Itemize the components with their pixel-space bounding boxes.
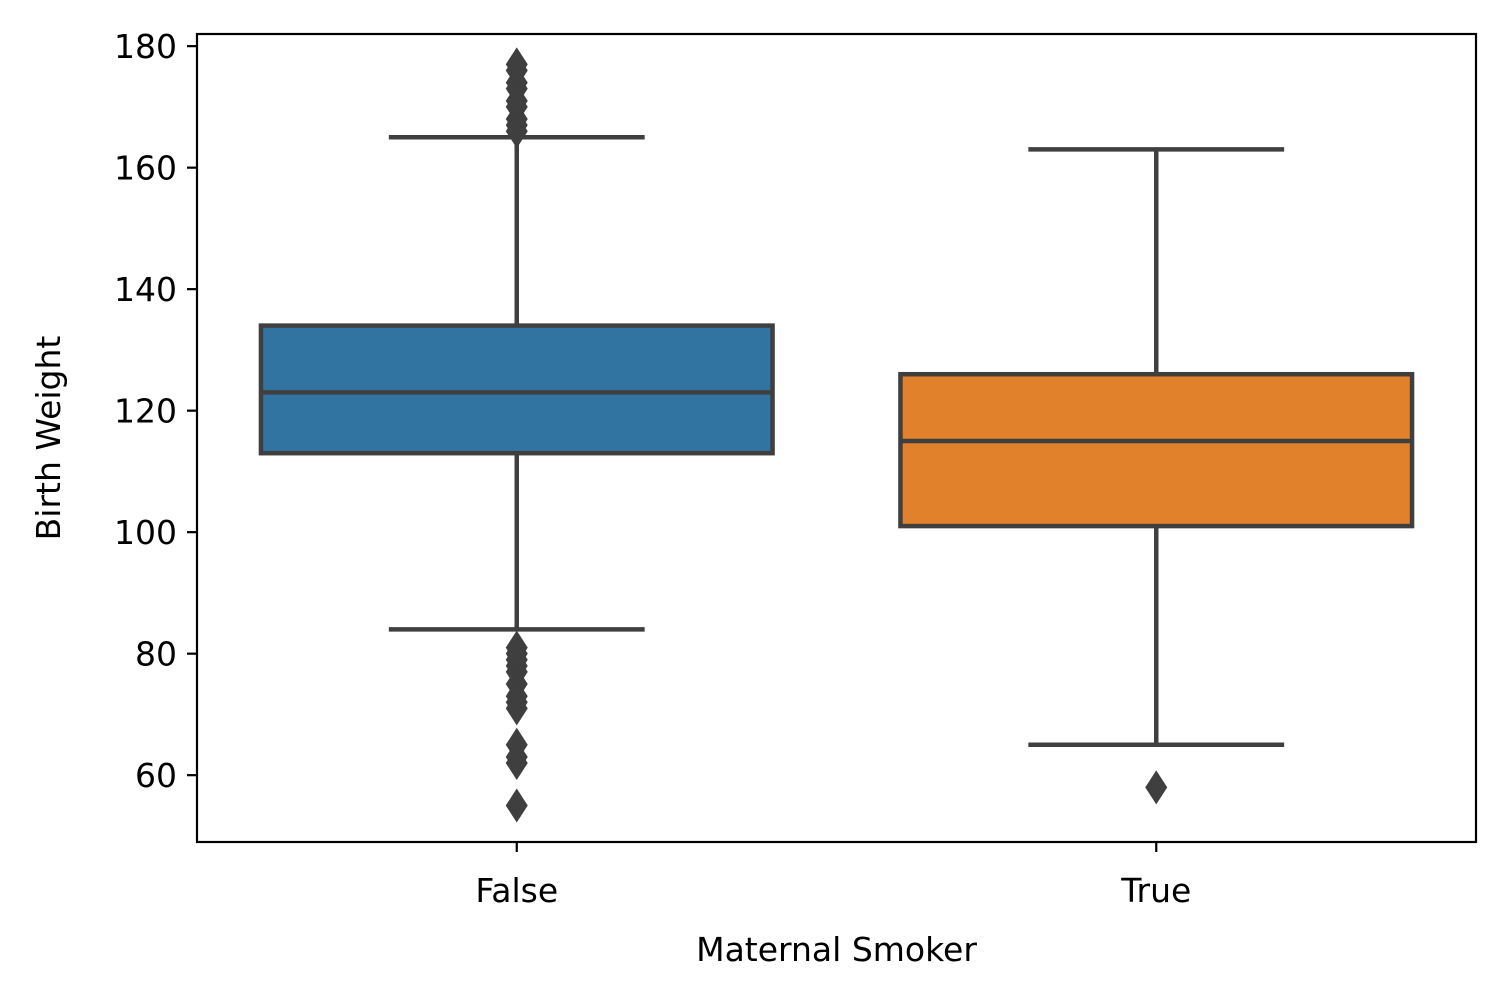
outlier-point bbox=[505, 727, 528, 762]
outlier-point bbox=[505, 47, 528, 82]
y-tick-label: 80 bbox=[135, 635, 177, 674]
x-axis: False True bbox=[475, 842, 1191, 910]
outlier-point bbox=[1145, 770, 1168, 805]
y-tick-label: 120 bbox=[114, 392, 177, 431]
iqr-box bbox=[258, 323, 775, 456]
y-tick-label: 100 bbox=[114, 513, 177, 552]
y-axis-title: Birth Weight bbox=[29, 336, 68, 541]
x-axis-title: Maternal Smoker bbox=[696, 930, 977, 969]
plot-frame bbox=[195, 32, 1478, 844]
y-tick-label: 140 bbox=[114, 270, 177, 309]
box-group-false bbox=[258, 47, 775, 823]
plot-marks bbox=[258, 47, 1415, 823]
y-tick-label: 160 bbox=[114, 149, 177, 188]
y-tick-label: 60 bbox=[135, 756, 177, 795]
box-group-true bbox=[898, 147, 1415, 805]
y-tick-label: 180 bbox=[114, 27, 177, 66]
outlier-point bbox=[505, 788, 528, 823]
iqr-box bbox=[898, 371, 1415, 529]
x-tick-label: True bbox=[1120, 871, 1191, 910]
outlier-point bbox=[505, 630, 528, 665]
x-tick-label: False bbox=[475, 871, 558, 910]
y-axis: 60 80 100 120 140 160 180 bbox=[114, 27, 197, 795]
